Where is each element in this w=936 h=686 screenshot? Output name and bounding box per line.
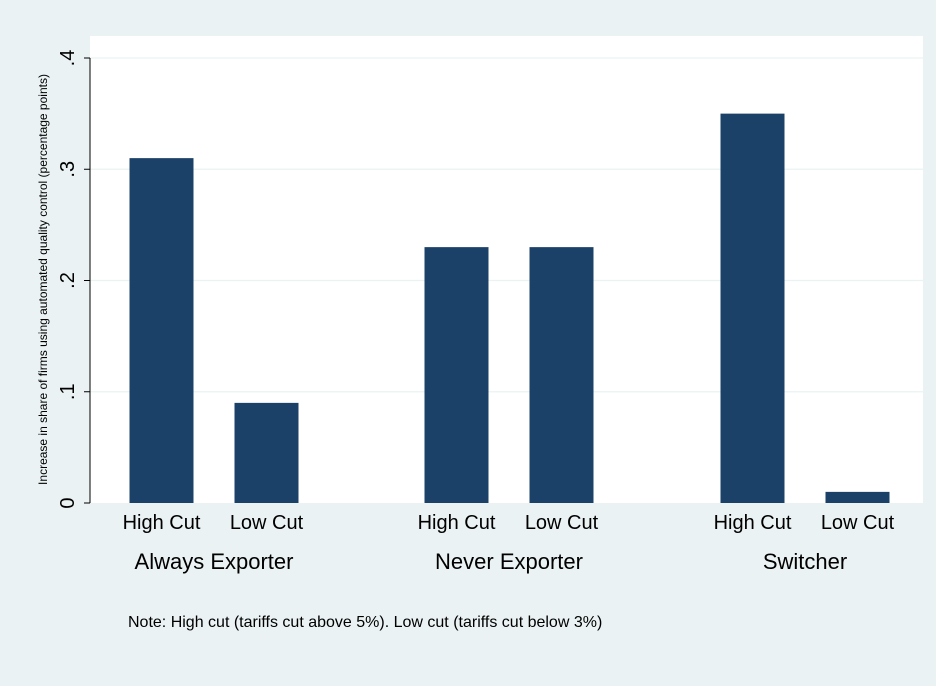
group-label: Always Exporter bbox=[135, 549, 294, 574]
group-label: Never Exporter bbox=[435, 549, 583, 574]
group-label: Switcher bbox=[763, 549, 847, 574]
bar bbox=[825, 491, 890, 503]
bar bbox=[424, 247, 489, 503]
category-labels: High Cut Low Cut High Cut Low Cut High Cut Lo… bbox=[123, 512, 895, 534]
plot-area bbox=[90, 36, 923, 503]
y-tick-label: .3 bbox=[57, 161, 79, 178]
bar bbox=[234, 402, 299, 503]
y-axis-label: Increase in share of firms using automat… bbox=[36, 74, 50, 485]
bar bbox=[529, 247, 594, 503]
bar bbox=[129, 158, 194, 503]
bar-category-label: Low Cut bbox=[230, 512, 304, 534]
bar bbox=[720, 113, 785, 503]
bar-category-label: High Cut bbox=[714, 512, 792, 534]
y-tick-label: .4 bbox=[57, 50, 79, 67]
bar-category-label: Low Cut bbox=[525, 512, 599, 534]
group-labels: Always Exporter Never Exporter Switcher bbox=[135, 549, 848, 574]
y-ticks: 0 .1 .2 .3 .4 bbox=[57, 50, 90, 509]
y-tick-label: .1 bbox=[57, 383, 79, 400]
bar-category-label: Low Cut bbox=[821, 512, 895, 534]
chart-note: Note: High cut (tariffs cut above 5%). L… bbox=[128, 614, 602, 631]
y-tick-label: 0 bbox=[57, 497, 79, 508]
y-tick-label: .2 bbox=[57, 272, 79, 289]
bar-category-label: High Cut bbox=[418, 512, 496, 534]
bars bbox=[129, 113, 890, 503]
bar-category-label: High Cut bbox=[123, 512, 201, 534]
